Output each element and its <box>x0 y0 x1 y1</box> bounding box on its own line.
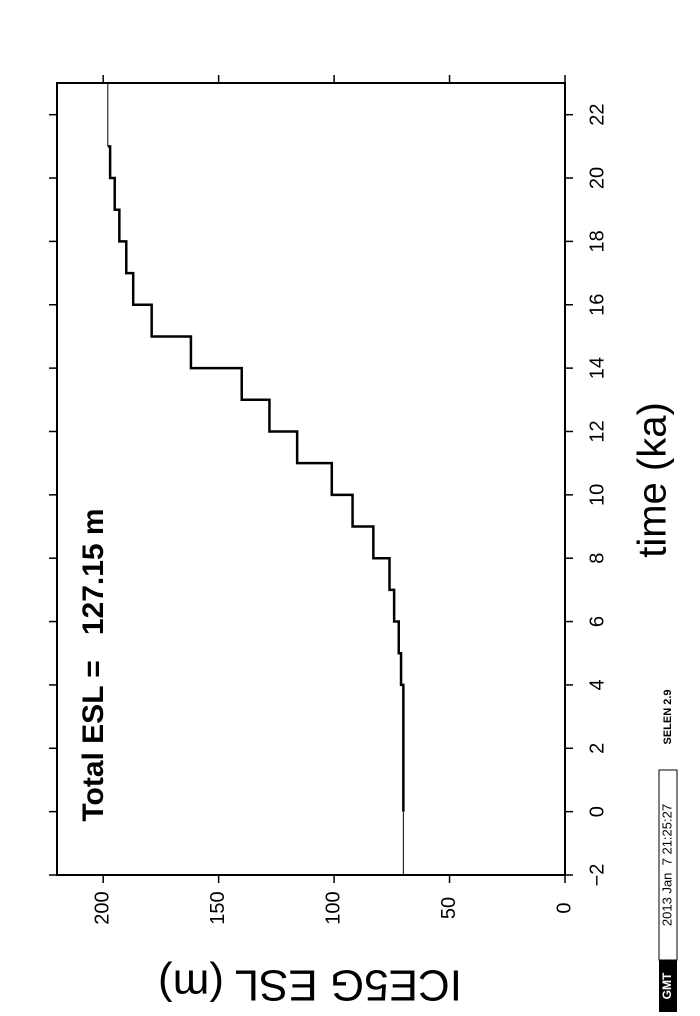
x-tick-label: 14 <box>586 357 608 379</box>
plot-frame <box>56 82 566 876</box>
x-tick-label: 22 <box>586 104 608 126</box>
annotation: Total ESL = 127.15 m <box>77 508 110 821</box>
stamp-label: SELEN 2.9 <box>662 689 674 744</box>
step-line <box>107 145 405 812</box>
x-tick-label: 12 <box>586 420 608 442</box>
x-tick-label: 10 <box>586 484 608 506</box>
y-tick-label: 100 <box>322 891 344 924</box>
x-tick-label: 20 <box>586 167 608 189</box>
x-tick-label: 6 <box>586 616 608 627</box>
y-tick-label: 50 <box>438 897 460 919</box>
y-tick-label: 0 <box>553 902 575 913</box>
y-tick-label: 200 <box>91 891 113 924</box>
x-tick-label: 18 <box>586 230 608 252</box>
y-axis-label: ICE5G ESL (m) <box>158 960 462 1009</box>
stamp-time: 2013 Jan 7 21:25:27 <box>659 804 674 926</box>
y-tick-label: 150 <box>207 891 229 924</box>
x-tick-label: 8 <box>586 553 608 564</box>
x-tick-label: 4 <box>586 679 608 690</box>
x-tick-label: 2 <box>586 743 608 754</box>
x-tick-label: 0 <box>586 806 608 817</box>
x-tick-label: −2 <box>586 864 608 887</box>
stamp-box <box>658 769 678 961</box>
x-axis-label: time (ka) <box>631 402 675 558</box>
logo-box <box>659 960 677 1012</box>
stamp: GMT 2013 Jan 7 21:25:27 SELEN 2.9 <box>658 689 678 1012</box>
x-tick-label: 16 <box>586 294 608 316</box>
logo: GMT <box>660 972 674 999</box>
